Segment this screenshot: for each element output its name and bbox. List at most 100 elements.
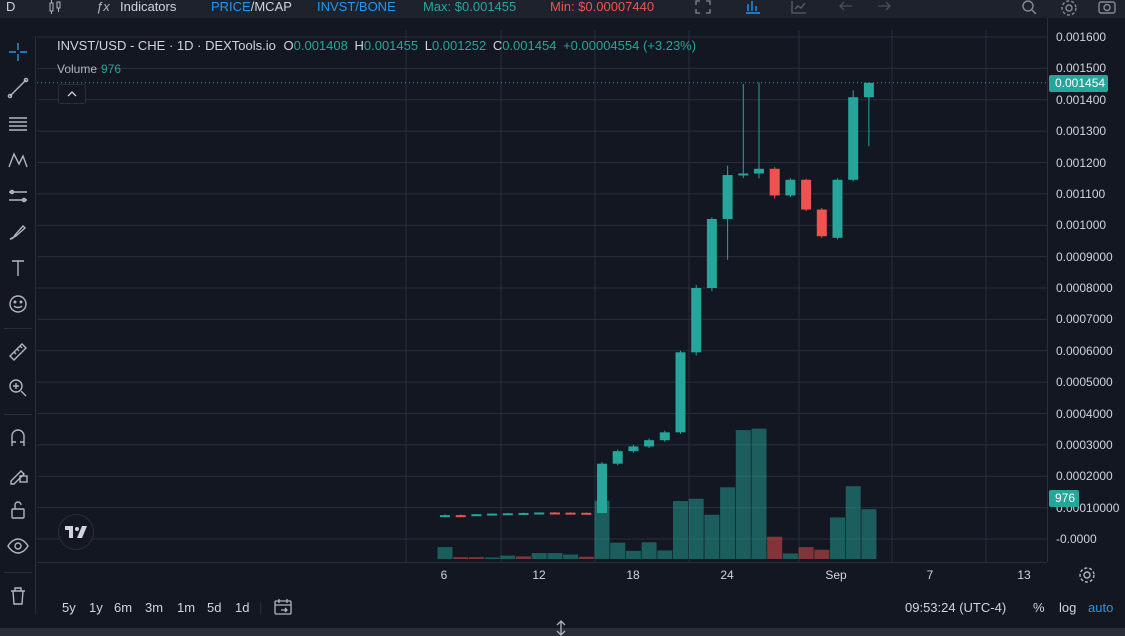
range-3m[interactable]: 3m bbox=[145, 600, 164, 615]
volume-bar bbox=[437, 547, 453, 559]
candle-body bbox=[565, 512, 576, 515]
candle-body bbox=[769, 168, 780, 196]
candle-body bbox=[487, 513, 498, 516]
chart-bars-icon[interactable] bbox=[744, 0, 762, 16]
open-value: 0.001408 bbox=[293, 38, 348, 53]
time-tick-label: 12 bbox=[532, 568, 546, 582]
price-axis[interactable]: 0.001600 0.001500 0.001400 0.001300 0.001200… bbox=[1047, 18, 1125, 562]
range-5d[interactable]: 5d bbox=[207, 600, 222, 615]
legend-title: INVST/USD - CHE · 1D · DEXTools.io bbox=[57, 38, 276, 53]
price-tick-label: 0.0008000 bbox=[1056, 281, 1113, 295]
axis-settings-icon[interactable] bbox=[1078, 566, 1096, 584]
price-tick-label: 0.0009000 bbox=[1056, 249, 1113, 264]
volume-bar bbox=[798, 547, 814, 559]
crosshair-icon[interactable] bbox=[4, 38, 32, 66]
range-6m[interactable]: 6m bbox=[114, 600, 133, 615]
search-icon[interactable] bbox=[1022, 0, 1038, 16]
chart-compare-icon[interactable] bbox=[790, 0, 808, 16]
time-tick-label: 7 bbox=[926, 568, 934, 582]
candle-body bbox=[502, 513, 513, 516]
time-tick-label: 13 bbox=[1017, 568, 1031, 582]
redo-icon[interactable] bbox=[877, 0, 891, 16]
high-key: H bbox=[354, 38, 364, 53]
volume-bar bbox=[468, 557, 484, 559]
open-key: O bbox=[283, 38, 294, 53]
indicators-button[interactable]: Indicators bbox=[120, 0, 177, 14]
magnet-icon[interactable] bbox=[4, 424, 32, 452]
trash-icon[interactable] bbox=[4, 582, 32, 610]
candle-body bbox=[549, 512, 560, 515]
candle-body bbox=[644, 440, 655, 447]
volume-bar bbox=[563, 554, 579, 559]
candle-style-icon[interactable] bbox=[48, 0, 62, 16]
low-key: L bbox=[424, 38, 432, 53]
price-tick-label: 0.001200 bbox=[1056, 155, 1107, 170]
drawing-toolbar bbox=[0, 36, 36, 614]
price-tick-label: -0.0000 bbox=[1056, 532, 1097, 546]
text-tool-icon[interactable] bbox=[4, 254, 32, 282]
tv-logo-icon bbox=[65, 526, 87, 538]
min-price: Min: $0.00007440 bbox=[550, 0, 655, 14]
volume-tag: 976 bbox=[1049, 490, 1079, 507]
price-tick-label: 0.0006000 bbox=[1056, 343, 1113, 358]
volume-bar bbox=[751, 428, 767, 559]
price-chart[interactable] bbox=[37, 30, 1047, 562]
clock-time[interactable]: 09:53:24 (UTC-4) bbox=[905, 600, 1007, 615]
pattern-icon[interactable] bbox=[4, 146, 32, 174]
prediction-icon[interactable] bbox=[4, 182, 32, 210]
pair-toggle[interactable]: INVST/BONE bbox=[317, 0, 396, 14]
candle-body bbox=[816, 209, 827, 237]
camera-icon[interactable] bbox=[1098, 0, 1116, 16]
volume-bar bbox=[720, 487, 736, 559]
zoom-in-icon[interactable] bbox=[4, 374, 32, 402]
volume-bar bbox=[578, 556, 594, 559]
range-1y[interactable]: 1y bbox=[89, 600, 103, 615]
fullscreen-icon[interactable] bbox=[695, 0, 711, 16]
eye-icon[interactable] bbox=[4, 532, 32, 560]
candle-body bbox=[832, 179, 843, 238]
auto-toggle[interactable]: auto bbox=[1088, 600, 1114, 615]
trend-line-icon[interactable] bbox=[4, 74, 32, 102]
panel-resize-handle[interactable] bbox=[0, 620, 1125, 636]
range-1m[interactable]: 1m bbox=[177, 600, 196, 615]
symbol-button[interactable]: D bbox=[6, 0, 16, 14]
close-value: 0.001454 bbox=[502, 38, 557, 53]
range-5y[interactable]: 5y bbox=[62, 600, 76, 615]
range-1d[interactable]: 1d bbox=[235, 600, 250, 615]
price-tick-label: 0.001600 bbox=[1056, 30, 1107, 44]
date-range-icon[interactable] bbox=[273, 598, 293, 619]
high-value: 0.001455 bbox=[363, 38, 419, 53]
emoji-icon[interactable] bbox=[4, 290, 32, 318]
undo-icon[interactable] bbox=[839, 0, 853, 16]
lock-drawing-icon[interactable] bbox=[4, 460, 32, 488]
indicators-icon[interactable]: ƒx bbox=[96, 0, 110, 14]
tradingview-logo[interactable] bbox=[58, 514, 94, 550]
candle-body bbox=[471, 514, 482, 517]
percent-toggle[interactable]: % bbox=[1033, 600, 1045, 615]
brush-icon[interactable] bbox=[4, 218, 32, 246]
settings-gear-icon[interactable] bbox=[1060, 0, 1078, 16]
candle-body bbox=[706, 218, 717, 288]
price-tick-label: 0.0005000 bbox=[1056, 375, 1113, 390]
ruler-icon[interactable] bbox=[4, 338, 32, 366]
log-toggle[interactable]: log bbox=[1059, 600, 1077, 615]
price-label: PRICE bbox=[211, 0, 251, 14]
time-axis[interactable]: 6 12 18 24 Sep 7 13 bbox=[37, 562, 1047, 586]
candle-body bbox=[691, 288, 702, 353]
volume-bar bbox=[484, 557, 500, 559]
candle-body bbox=[863, 82, 874, 98]
time-tick-label: 24 bbox=[720, 568, 734, 582]
price-mcap-toggle[interactable]: PRICE/MCAP bbox=[211, 0, 292, 16]
candle-body bbox=[612, 451, 623, 464]
volume-bar bbox=[688, 498, 704, 559]
unlock-icon[interactable] bbox=[4, 496, 32, 524]
volume-bar bbox=[516, 556, 531, 559]
fib-lines-icon[interactable] bbox=[4, 110, 32, 138]
price-tick-label: 0.0004000 bbox=[1056, 406, 1113, 421]
collapse-legend-button[interactable] bbox=[58, 84, 86, 104]
price-tick-label: 0.0003000 bbox=[1056, 437, 1113, 452]
volume-bar bbox=[594, 500, 610, 559]
volume-bar bbox=[641, 542, 657, 559]
candle-body bbox=[518, 512, 529, 515]
volume-bar bbox=[625, 550, 641, 559]
